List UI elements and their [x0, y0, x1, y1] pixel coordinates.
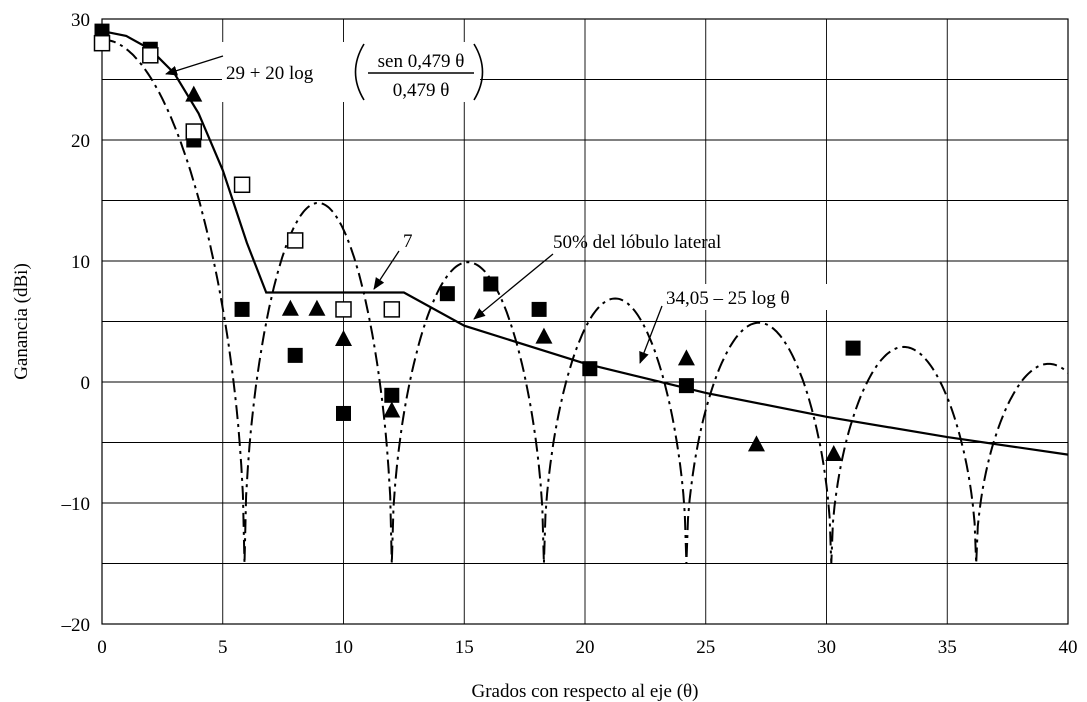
x-tick-label: 20: [576, 637, 595, 658]
filled-triangle-marker: [535, 327, 553, 344]
x-tick-label: 35: [938, 637, 957, 658]
filled-triangle-marker: [335, 330, 352, 347]
filled-square-marker: [845, 340, 861, 356]
x-tick-label: 10: [334, 637, 353, 658]
open-square-marker: [383, 301, 401, 318]
x-tick-label: 15: [455, 637, 474, 658]
filled-triangle-marker: [308, 299, 326, 316]
label-sidelobe-arrow: [473, 253, 554, 320]
filled-square-marker: [678, 378, 694, 394]
filled-square-marker: [336, 405, 351, 421]
formula-prefix: 29 + 20 log: [226, 63, 314, 84]
filled-square-marker: [287, 347, 303, 363]
open-square-marker: [142, 47, 159, 64]
x-tick-labels: 0 5 10 15 20 25 30 35 40: [97, 637, 1077, 658]
formula-left-paren: [354, 43, 365, 101]
y-axis-title: Ganancia (dBi): [11, 263, 32, 380]
filled-square-marker: [582, 361, 598, 377]
y-tick-labels: –20 –10 0 10 20 30: [61, 10, 91, 636]
label-sidelobe: 50% del lóbulo lateral: [553, 232, 721, 253]
open-square-marker: [233, 176, 251, 194]
formula-denominator: 0,479 θ: [393, 80, 450, 101]
formula-background: [222, 42, 480, 102]
formula-numerator: sen 0,479 θ: [378, 51, 465, 72]
plot-frame: [101, 18, 1069, 625]
filled-triangle-marker: [281, 299, 299, 316]
filled-triangle-marker: [825, 445, 843, 461]
y-tick-label: –20: [61, 615, 91, 636]
label-seven: 7: [403, 231, 413, 252]
filled-square-marker: [234, 301, 250, 317]
formula-arrow: [165, 55, 224, 76]
grid-lines: [102, 19, 1068, 624]
x-tick-label: 5: [218, 637, 228, 658]
open-square-marker: [286, 232, 304, 249]
label-seven-arrow: [373, 250, 400, 290]
y-tick-label: 20: [71, 131, 90, 152]
label-envelope: 34,05 – 25 log θ: [666, 288, 790, 309]
filled-square-marker: [483, 276, 499, 292]
y-tick-label: 10: [71, 252, 90, 273]
filled-square-marker: [384, 387, 400, 403]
data-markers: [93, 23, 861, 461]
label-envelope-arrow: [639, 305, 663, 364]
filled-triangle-marker: [185, 85, 203, 102]
x-tick-label: 40: [1059, 637, 1078, 658]
open-square-marker: [185, 123, 203, 140]
x-axis-title: Grados con respecto al eje (θ): [472, 681, 699, 702]
filled-triangle-marker: [747, 435, 765, 452]
open-square-marker: [335, 301, 352, 318]
y-tick-label: –10: [61, 494, 91, 515]
y-tick-label: 30: [71, 10, 90, 31]
filled-square-marker: [439, 286, 455, 302]
envelope-label-background: [662, 284, 836, 310]
annotations: 29 + 20 log sen 0,479 θ 0,479 θ 7 50% de…: [165, 42, 836, 364]
x-tick-label: 25: [696, 637, 715, 658]
x-tick-label: 30: [817, 637, 836, 658]
formula-right-paren: [473, 43, 484, 101]
filled-triangle-marker: [383, 401, 401, 418]
filled-square-marker: [94, 23, 110, 39]
open-square-marker: [93, 34, 111, 52]
filled-triangle-marker: [677, 349, 695, 366]
y-tick-label: 0: [81, 373, 91, 394]
x-tick-label: 0: [97, 637, 107, 658]
dash-dot-lobe-curve: [102, 38, 1069, 564]
filled-square-marker: [531, 301, 547, 317]
